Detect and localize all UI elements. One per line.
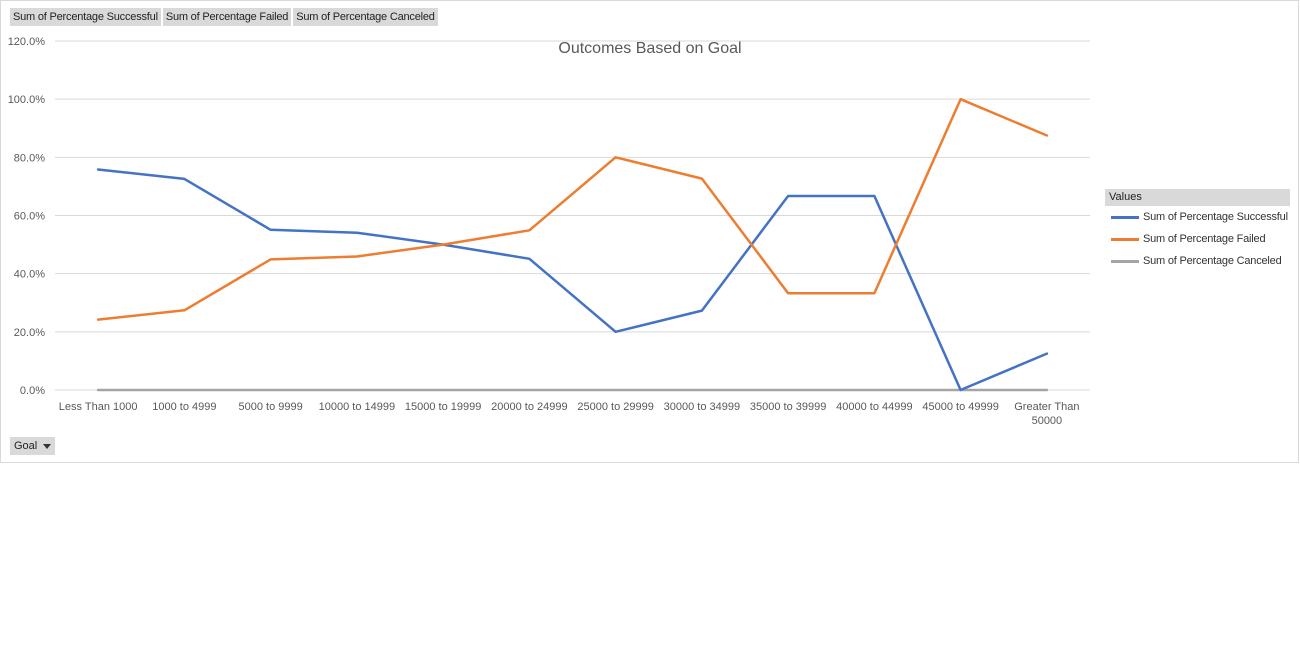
legend-label: Sum of Percentage Successful	[1143, 211, 1288, 223]
x-tick-label: 45000 to 49999	[922, 401, 998, 413]
goal-filter-button[interactable]: Goal	[10, 437, 56, 455]
series-line-1	[96, 97, 1049, 321]
x-tick-label: 25000 to 29999	[577, 401, 653, 413]
legend-label: Sum of Percentage Failed	[1143, 233, 1266, 245]
x-tick-label: Less Than 1000	[59, 401, 138, 413]
chart-area	[0, 0, 1299, 463]
x-tick-label: 5000 to 9999	[239, 401, 303, 413]
legend-swatch	[1111, 237, 1139, 241]
legend-swatch	[1111, 215, 1139, 219]
value-field-buttons: Sum of Percentage Successful Sum of Perc…	[10, 8, 438, 26]
line-chart: Outcomes Based on Goal 0.0% 20.0% 40.0% 60.…	[8, 36, 1090, 427]
y-tick-label: 100.0%	[8, 94, 46, 106]
field-button-canceled[interactable]: Sum of Percentage Canceled	[293, 8, 438, 26]
y-tick-label: 120.0%	[8, 36, 46, 48]
y-tick-label: 40.0%	[14, 269, 45, 281]
x-tick-label: 40000 to 44999	[836, 401, 912, 413]
x-tick-label: 30000 to 34999	[664, 401, 740, 413]
goal-filter-label: Goal	[14, 440, 38, 452]
legend-item: Sum of Percentage Successful	[1105, 206, 1290, 228]
field-button-failed[interactable]: Sum of Percentage Failed	[162, 8, 292, 26]
y-tick-label: 0.0%	[20, 385, 45, 397]
field-button-successful[interactable]: Sum of Percentage Successful	[10, 8, 161, 26]
legend-label: Sum of Percentage Canceled	[1143, 255, 1282, 267]
chart-title: Outcomes Based on Goal	[558, 40, 741, 57]
x-tick-label: 20000 to 24999	[491, 401, 567, 413]
x-tick-label: Greater Than 50000	[1014, 401, 1079, 427]
legend-title[interactable]: Values	[1105, 189, 1290, 206]
x-tick-label: 1000 to 4999	[152, 401, 216, 413]
dropdown-arrow-icon	[43, 443, 52, 449]
legend-swatch	[1111, 259, 1139, 263]
x-tick-label: 35000 to 39999	[750, 401, 826, 413]
legend-item: Sum of Percentage Canceled	[1105, 250, 1290, 272]
x-tick-label: 15000 to 19999	[405, 401, 481, 413]
y-tick-label: 20.0%	[14, 327, 45, 339]
legend-item: Sum of Percentage Failed	[1105, 228, 1290, 250]
legend: Values Sum of Percentage Successful Sum o…	[1105, 189, 1290, 272]
series-line-0	[96, 168, 1049, 392]
y-tick-label: 80.0%	[14, 152, 45, 164]
y-tick-label: 60.0%	[14, 211, 45, 223]
x-tick-label: 10000 to 14999	[319, 401, 395, 413]
